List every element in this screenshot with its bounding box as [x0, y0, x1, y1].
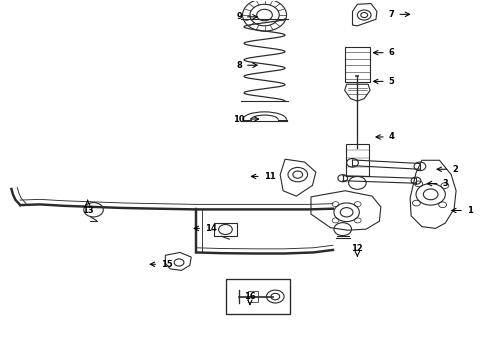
Bar [248, 291, 258, 302]
Text: 9: 9 [236, 12, 257, 21]
Text: 14: 14 [194, 224, 217, 233]
Text: 8: 8 [236, 61, 257, 70]
Text: 13: 13 [82, 200, 94, 215]
Text: 12: 12 [351, 244, 363, 256]
Text: 2: 2 [437, 165, 458, 174]
Text: 15: 15 [150, 260, 172, 269]
Text: 7: 7 [389, 10, 410, 19]
Text: 4: 4 [376, 132, 394, 141]
Text: 5: 5 [373, 77, 394, 86]
Bar [344, 46, 370, 82]
Bar [226, 279, 290, 315]
Text: 6: 6 [373, 48, 394, 57]
Text: 16: 16 [244, 292, 256, 305]
Bar [214, 223, 237, 236]
Text: 11: 11 [251, 172, 275, 181]
Bar [345, 144, 369, 176]
Text: 1: 1 [452, 206, 473, 215]
Text: 3: 3 [427, 179, 448, 188]
Text: 10: 10 [233, 114, 259, 123]
